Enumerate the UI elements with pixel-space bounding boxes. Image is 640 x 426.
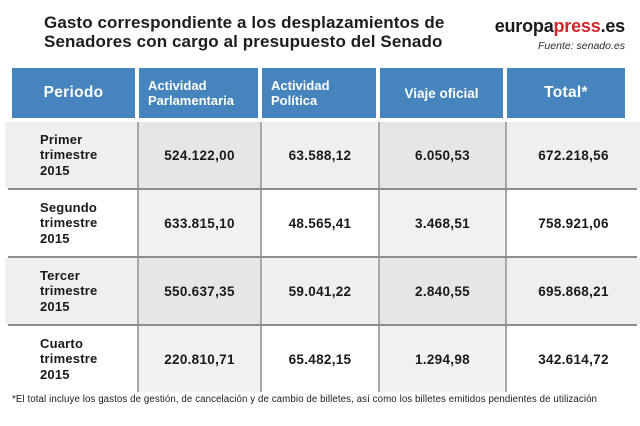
table-header-row: Periodo Actividad Parlamentaria Activida… <box>12 68 640 118</box>
total-cell: 695.868,21 <box>505 258 640 324</box>
value-cell: 48.565,41 <box>260 190 378 256</box>
column-header-actividad-politica: Actividad Política <box>262 68 376 118</box>
value-cell: 2.840,55 <box>378 258 505 324</box>
value-cell: 59.041,22 <box>260 258 378 324</box>
total-cell: 758.921,06 <box>505 190 640 256</box>
logo-accent: press <box>553 16 601 36</box>
period-label: Primer trimestre 2015 <box>40 132 98 178</box>
row-divider <box>8 324 637 326</box>
table-row: Segundo trimestre 2015 633.815,10 48.565… <box>5 190 640 256</box>
period-label: Cuarto trimestre 2015 <box>40 336 98 382</box>
column-header-actividad-parlamentaria: Actividad Parlamentaria <box>139 68 258 118</box>
value-cell: 1.294,98 <box>378 326 505 392</box>
brand-block: europapress.es Fuente: senado.es <box>494 13 626 52</box>
page-title: Gasto correspondiente a los desplazamien… <box>44 13 444 52</box>
total-cell: 342.614,72 <box>505 326 640 392</box>
value-cell: 550.637,35 <box>137 258 260 324</box>
period-cell: Tercer trimestre 2015 <box>5 258 137 324</box>
source-credit: Fuente: senado.es <box>538 40 625 52</box>
row-divider <box>8 256 637 258</box>
table-row: Tercer trimestre 2015 550.637,35 59.041,… <box>5 258 640 324</box>
column-header-total: Total* <box>507 68 625 118</box>
logo-suffix: .es <box>600 16 626 36</box>
table-row: Cuarto trimestre 2015 220.810,71 65.482,… <box>5 326 640 392</box>
value-cell: 6.050,53 <box>378 122 505 188</box>
table-row: Primer trimestre 2015 524.122,00 63.588,… <box>5 122 640 188</box>
total-cell: 672.218,56 <box>505 122 640 188</box>
period-label: Tercer trimestre 2015 <box>40 268 98 314</box>
value-cell: 633.815,10 <box>137 190 260 256</box>
value-cell: 3.468,51 <box>378 190 505 256</box>
value-cell: 65.482,15 <box>260 326 378 392</box>
expenses-table: Periodo Actividad Parlamentaria Activida… <box>5 68 640 392</box>
value-cell: 220.810,71 <box>137 326 260 392</box>
period-cell: Segundo trimestre 2015 <box>5 190 137 256</box>
footnote: *El total incluye los gastos de gestión,… <box>12 394 598 405</box>
period-cell: Primer trimestre 2015 <box>5 122 137 188</box>
period-cell: Cuarto trimestre 2015 <box>5 326 137 392</box>
row-divider <box>8 188 637 190</box>
logo-prefix: europa <box>494 16 554 36</box>
page-title-line2: Senadores con cargo al presupuesto del S… <box>44 32 443 52</box>
period-label: Segundo trimestre 2015 <box>40 200 98 246</box>
column-header-periodo: Periodo <box>12 68 135 118</box>
page-title-line1: Gasto correspondiente a los desplazamien… <box>44 13 445 32</box>
value-cell: 524.122,00 <box>137 122 260 188</box>
value-cell: 63.588,12 <box>260 122 378 188</box>
masthead: Gasto correspondiente a los desplazamien… <box>44 13 625 52</box>
europapress-logo: europapress.es <box>494 16 626 37</box>
column-header-viaje-oficial: Viaje oficial <box>380 68 503 118</box>
